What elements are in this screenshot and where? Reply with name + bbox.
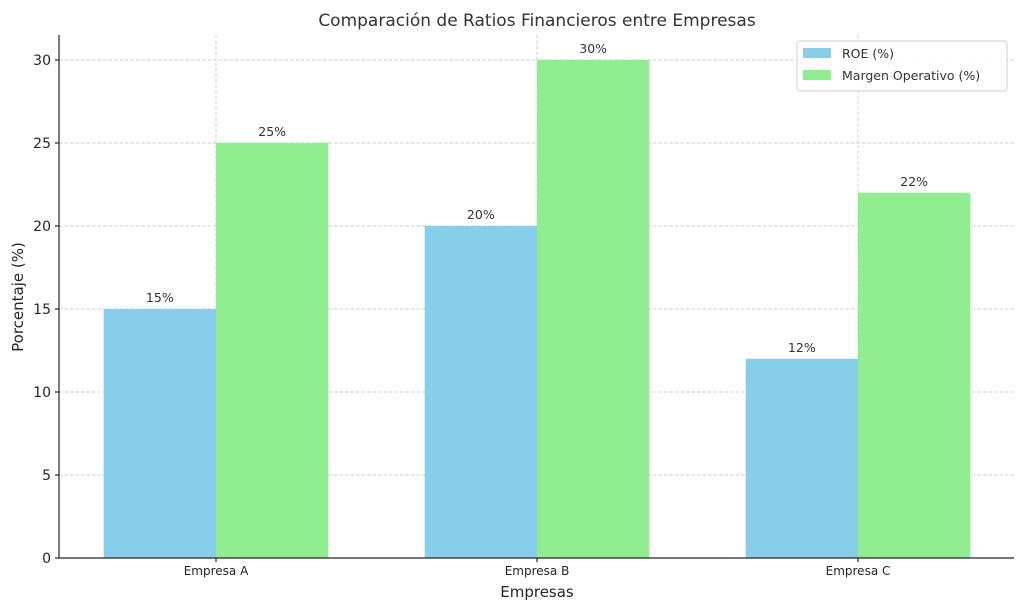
bar — [103, 309, 216, 558]
x-tick-label: Empresa A — [184, 564, 249, 578]
y-tick-label: 15 — [33, 302, 51, 318]
bar-value-label: 22% — [900, 174, 928, 189]
legend-swatch-roe — [803, 48, 831, 58]
bar-value-label: 12% — [788, 340, 816, 355]
bars — [103, 60, 971, 559]
bar — [216, 143, 329, 558]
y-tick-label: 5 — [42, 468, 51, 484]
y-tick-label: 25 — [33, 136, 51, 152]
y-tick-label: 30 — [33, 53, 51, 69]
bar — [745, 358, 858, 558]
x-tick-label: Empresa B — [505, 564, 570, 578]
chart-title: Comparación de Ratios Financieros entre … — [318, 11, 756, 31]
bar — [537, 60, 650, 558]
axes: 0 5 10 15 20 25 30 Empresa A Empresa B Empresa C — [33, 35, 1014, 578]
bar-value-label: 25% — [258, 124, 286, 139]
bar-value-label: 15% — [146, 290, 174, 305]
y-tick-label: 10 — [33, 385, 51, 401]
legend-swatch-margen-operativo — [803, 70, 831, 80]
y-tick-label: 20 — [33, 219, 51, 235]
legend-box — [796, 40, 1008, 92]
y-tick-label: 0 — [42, 551, 51, 567]
legend: ROE (%) Margen Operativo (%) — [796, 40, 1008, 92]
y-axis-label: Porcentaje (%) — [9, 242, 27, 352]
bar-value-label: 30% — [579, 41, 607, 56]
bar-value-label: 20% — [467, 207, 495, 222]
bar-value-labels: 15% 20% 12% 25% 30% 22% — [146, 41, 928, 355]
bar — [858, 192, 971, 559]
legend-label-roe: ROE (%) — [842, 46, 894, 61]
x-tick-label: Empresa C — [826, 564, 891, 578]
legend-label-margen-operativo: Margen Operativo (%) — [842, 68, 980, 83]
x-axis-label: Empresas — [500, 583, 574, 601]
bar — [424, 226, 537, 558]
